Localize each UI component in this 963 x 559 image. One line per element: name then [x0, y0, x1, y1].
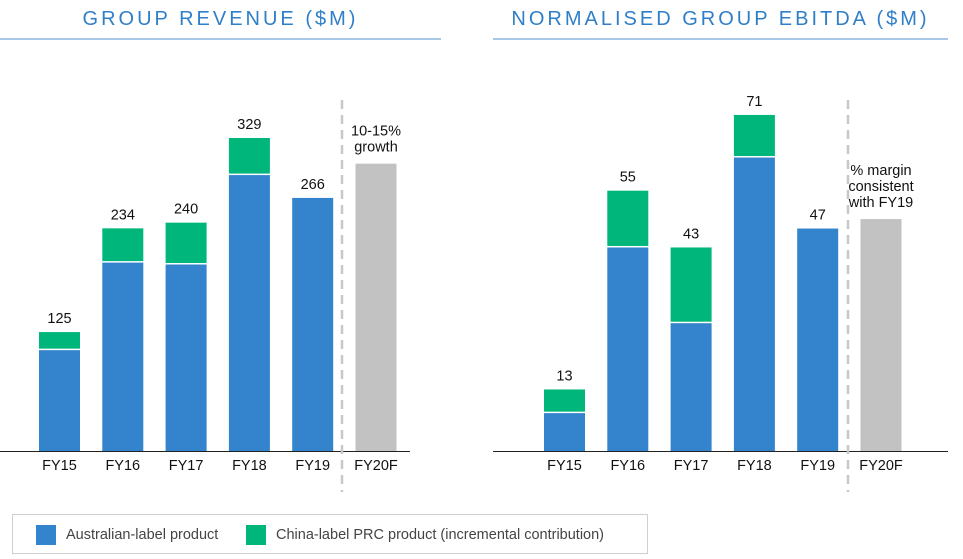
forecast-annotation-line: % margin: [850, 163, 911, 179]
legend-item-australian: Australian-label product: [36, 525, 218, 545]
bar-china-fy16: [607, 190, 649, 246]
x-tick-label-fy17: FY17: [169, 458, 204, 474]
bar-forecast-fy20f: [860, 219, 902, 451]
bar-australian-fy19: [292, 197, 334, 451]
forecast-annotation-line: consistent: [848, 179, 913, 195]
bar-australian-fy15: [544, 413, 585, 451]
x-tick-label-fy18: FY18: [737, 458, 772, 474]
bar-china-fy17: [670, 247, 712, 322]
ebitda-chart: 13 FY15 55 FY16 43 FY17 71 FY18 47 FY19 % marginco…: [493, 94, 948, 492]
total-label-fy18: 329: [237, 117, 261, 133]
x-tick-label-fy15: FY15: [547, 458, 582, 474]
total-label-fy15: 13: [556, 368, 572, 384]
x-tick-label-fy18: FY18: [232, 458, 267, 474]
x-tick-label-fy19: FY19: [295, 458, 330, 474]
legend-item-china: China-label PRC product (incremental con…: [246, 525, 604, 545]
bar-china-fy18: [733, 114, 775, 157]
total-label-fy15: 125: [47, 311, 71, 327]
legend-label-china: China-label PRC product (incremental con…: [276, 527, 605, 543]
legend-label-australian: Australian-label product: [66, 527, 219, 543]
bar-australian-fy17: [165, 264, 207, 451]
bar-australian-fy19: [797, 228, 839, 451]
bar-australian-fy16: [607, 247, 649, 451]
bar-china-fy18: [228, 137, 270, 174]
revenue-chart: 125 FY15 234 FY16 240 FY17 329 FY18 266 FY19 10-15…: [0, 100, 410, 492]
x-tick-label-fy16: FY16: [105, 458, 140, 474]
legend-swatch-china: [246, 525, 266, 545]
bar-china-fy15: [544, 389, 585, 412]
ebitda-chart-title: NORMALISED GROUP EBITDA ($M): [511, 8, 930, 30]
revenue-title-divider: [0, 38, 441, 40]
bar-australian-fy17: [670, 323, 712, 451]
x-tick-label-fy16: FY16: [610, 458, 645, 474]
bar-china-fy16: [102, 228, 144, 262]
bar-china-fy17: [165, 222, 207, 264]
forecast-annotation-line: 10-15%: [351, 124, 401, 140]
forecast-annotation-line: growth: [354, 140, 398, 156]
total-label-fy19: 47: [810, 208, 826, 224]
legend-swatch-australian: [36, 525, 56, 545]
total-label-fy17: 43: [683, 226, 699, 242]
ebitda-title-divider: [493, 38, 948, 40]
x-tick-label-fy20f: FY20F: [354, 458, 398, 474]
bar-australian-fy18: [228, 175, 270, 452]
total-label-fy18: 71: [746, 94, 762, 110]
total-label-fy19: 266: [301, 177, 325, 193]
bar-forecast-fy20f: [355, 163, 397, 451]
bar-australian-fy18: [733, 157, 775, 452]
forecast-annotation-line: with FY19: [848, 195, 913, 211]
bar-australian-fy16: [102, 262, 144, 451]
revenue-chart-title: GROUP REVENUE ($M): [82, 8, 359, 30]
total-label-fy16: 55: [620, 170, 636, 186]
x-tick-label-fy15: FY15: [42, 458, 77, 474]
total-label-fy16: 234: [111, 207, 135, 223]
bar-china-fy15: [39, 332, 80, 349]
chart-legend: Australian-label product China-label PRC…: [12, 514, 648, 554]
x-tick-label-fy19: FY19: [800, 458, 835, 474]
bar-australian-fy15: [39, 350, 80, 451]
x-tick-label-fy20f: FY20F: [859, 458, 903, 474]
total-label-fy17: 240: [174, 202, 198, 218]
x-tick-label-fy17: FY17: [674, 458, 709, 474]
